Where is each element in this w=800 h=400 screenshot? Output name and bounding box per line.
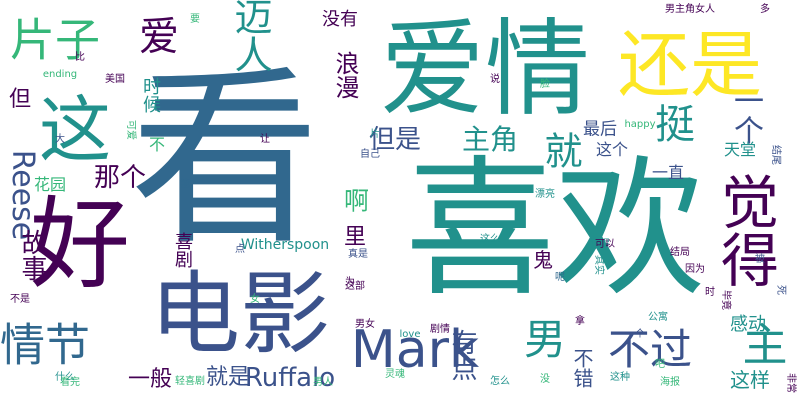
- cloud-word-59: 这部: [345, 281, 365, 292]
- cloud-word-54: 男主角女人: [665, 4, 715, 15]
- cloud-word-84: 点: [235, 244, 245, 255]
- cloud-word-mark: Mark: [350, 320, 480, 380]
- cloud-word-43: 花园: [33, 175, 67, 194]
- cloud-word-53: 多: [760, 4, 770, 15]
- cloud-word-97: 个: [635, 329, 645, 340]
- cloud-word-95: 吧: [655, 359, 665, 370]
- cloud-word-7: 这: [38, 88, 112, 172]
- cloud-word-16: 主: [742, 318, 788, 372]
- cloud-word-68: 轻喜剧: [175, 376, 205, 387]
- cloud-word-76: 毕竟: [720, 290, 731, 310]
- cloud-word-65: 公寓: [648, 312, 668, 323]
- cloud-word-28: 里: [343, 225, 367, 250]
- cloud-word-14: 男: [523, 315, 567, 364]
- cloud-word-75: 时: [705, 287, 715, 298]
- cloud-word-58: 真是: [348, 249, 368, 260]
- cloud-word-1: 看: [129, 49, 321, 270]
- cloud-word-41: 时候: [140, 77, 161, 113]
- cloud-word-57: 被: [755, 254, 765, 265]
- cloud-word-36: 天堂: [723, 140, 757, 159]
- cloud-word-60: 记得: [590, 239, 610, 250]
- cloud-word-29: 一般: [127, 367, 173, 392]
- cloud-word-93: 剧情: [430, 324, 450, 335]
- cloud-word-reese: Reese: [5, 149, 40, 241]
- cloud-word-39: 没有: [322, 9, 358, 30]
- cloud-word-ending: ending: [42, 69, 78, 80]
- cloud-word-8: 觉得: [711, 172, 779, 288]
- cloud-word-88: 可以: [595, 239, 615, 250]
- cloud-word-love: love: [399, 329, 421, 340]
- cloud-word-32: 这样: [730, 368, 770, 392]
- cloud-word-78: 没: [540, 374, 550, 385]
- cloud-word-13: 情节: [0, 318, 91, 372]
- cloud-word-90: 比: [75, 52, 85, 63]
- cloud-word-10: 片子: [9, 13, 101, 67]
- cloud-word-72: 这种: [610, 372, 630, 383]
- cloud-word-64: 男女: [355, 319, 375, 330]
- cloud-word-6: 还是: [617, 23, 763, 107]
- cloud-word-42: 喜剧: [172, 232, 193, 268]
- cloud-word-26: 有点: [447, 329, 477, 381]
- cloud-word-86: 自己: [360, 149, 380, 160]
- cloud-word-67: 不是: [10, 294, 30, 305]
- cloud-word-19: 一个: [728, 85, 763, 145]
- cloud-word-52: 说: [490, 74, 500, 85]
- cloud-word-55: 结尾: [770, 145, 781, 165]
- cloud-word-79: 女: [250, 294, 260, 305]
- cloud-word-92: 让: [260, 134, 270, 145]
- cloud-word-4: 好: [30, 186, 130, 303]
- cloud-word-81: 为: [345, 277, 355, 288]
- cloud-word-69: 看完: [60, 377, 80, 388]
- cloud-word-94: 呢: [555, 272, 565, 283]
- cloud-word-31: 不错: [570, 348, 594, 388]
- cloud-word-33: 鬼: [533, 248, 553, 272]
- cloud-word-happy: happy: [624, 119, 656, 130]
- cloud-word-77: 拿: [575, 316, 585, 327]
- cloud-word-3: 爱情: [379, 8, 591, 131]
- cloud-word-49: 可爱: [125, 120, 136, 140]
- cloud-word-61: 其实: [593, 255, 604, 275]
- cloud-word-35: 最后: [583, 119, 617, 140]
- cloud-word-30: 就是: [205, 365, 251, 390]
- cloud-word-18: 就: [538, 131, 582, 169]
- cloud-word-11: 爱: [132, 15, 178, 55]
- cloud-word-5: 电影: [150, 262, 330, 367]
- cloud-word-24: 故事: [17, 229, 47, 281]
- cloud-word-34: 感动: [730, 314, 766, 335]
- cloud-word-89: 要: [190, 14, 200, 25]
- cloud-word-ruffalo: Ruffalo: [244, 363, 336, 393]
- cloud-word-45: 不: [148, 135, 166, 154]
- cloud-word-40: 浪漫: [331, 51, 359, 99]
- cloud-word-27: 啊: [340, 187, 370, 213]
- cloud-word-83: 大: [55, 134, 65, 145]
- cloud-word-62: 结局: [670, 247, 690, 258]
- cloud-word-82: 脸: [540, 79, 550, 90]
- cloud-word-25: 那个: [93, 163, 147, 193]
- cloud-word-15: 不过: [607, 325, 693, 374]
- cloud-word-66: 什么: [55, 372, 75, 383]
- cloud-word-63: 因为: [685, 264, 705, 275]
- cloud-word-37: 这个: [595, 140, 629, 159]
- cloud-word-2: 喜欢: [404, 143, 706, 317]
- cloud-word-witherspoon: Witherspoon: [240, 237, 330, 253]
- cloud-word-91: 能: [180, 179, 190, 190]
- cloud-word-85: 这么: [480, 234, 500, 245]
- cloud-word-38: 一直: [651, 163, 685, 182]
- cloud-word-12: 迈人: [228, 0, 272, 73]
- cloud-word-74: 非常: [785, 373, 796, 393]
- cloud-word-96: 怎么: [490, 376, 510, 387]
- cloud-word-70: 灵魂: [385, 369, 405, 380]
- cloud-word-48: 美国: [105, 74, 125, 85]
- cloud-word-20: 主角: [461, 123, 519, 156]
- cloud-word-80: 片: [370, 129, 380, 140]
- cloud-word-21: 但是: [368, 125, 422, 155]
- cloud-word-73: 海报: [660, 377, 680, 388]
- cloud-word-71: 男人: [313, 377, 333, 388]
- cloud-word-87: 漂亮: [535, 189, 555, 200]
- cloud-word-44: 但: [8, 87, 32, 112]
- cloud-word-17: 挺: [655, 102, 695, 148]
- cloud-word-56: 死: [775, 285, 786, 295]
